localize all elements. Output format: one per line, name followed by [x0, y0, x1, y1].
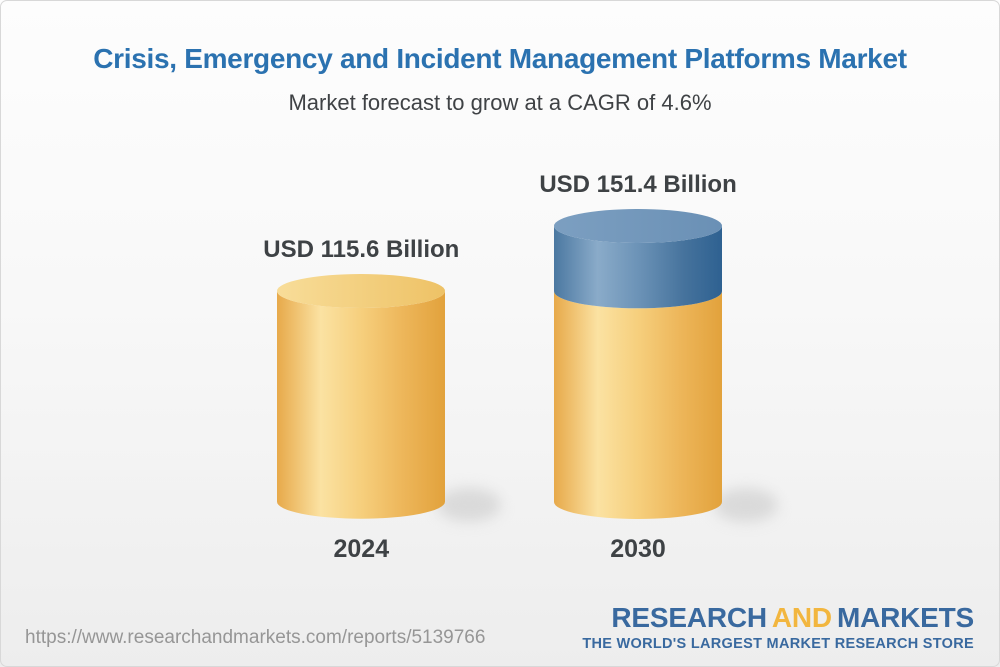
- value-label: USD 115.6 Billion: [263, 236, 460, 264]
- market-forecast-chart: USD 115.6 Billion 2024 USD 151.4 Billion 20…: [1, 136, 999, 564]
- cylinder-segment-gold: [554, 291, 723, 519]
- logo-tagline: THE WORLD'S LARGEST MARKET RESEARCH STOR…: [582, 635, 974, 652]
- cylinder-2024: [277, 274, 502, 522]
- logo-wordmark: RESEARCH AND MARKETS: [582, 601, 974, 633]
- page-title: Crisis, Emergency and Incident Managemen…: [93, 43, 907, 74]
- page-subtitle: Market forecast to grow at a CAGR of 4.6…: [288, 90, 712, 115]
- cylinder-2030: [554, 209, 779, 522]
- research-and-markets-logo: RESEARCH AND MARKETS THE WORLD'S LARGEST M…: [582, 601, 974, 652]
- value-label: USD 151.4 Billion: [539, 171, 737, 198]
- report-url: https://www.researchandmarkets.com/repor…: [25, 627, 486, 648]
- cylinder-segment-gold: [277, 291, 446, 519]
- year-label: 2030: [610, 535, 666, 563]
- cylinder-segment-blue: [554, 226, 723, 309]
- footer: https://www.researchandmarkets.com/repor…: [25, 601, 974, 652]
- cylinder-top: [277, 274, 446, 309]
- cylinder-shadow: [714, 488, 779, 522]
- cylinder-top: [554, 209, 723, 243]
- logo-word-and: AND: [771, 601, 832, 633]
- logo-word-research: RESEARCH: [611, 601, 767, 633]
- logo-word-markets: MARKETS: [836, 601, 974, 633]
- chart-column-2030: USD 151.4 Billion 2030: [539, 171, 779, 564]
- header: Crisis, Emergency and Incident Managemen…: [1, 1, 999, 116]
- cylinder-shadow: [437, 488, 502, 522]
- chart-column-2024: USD 115.6 Billion 2024: [263, 236, 502, 564]
- year-label: 2024: [333, 535, 390, 563]
